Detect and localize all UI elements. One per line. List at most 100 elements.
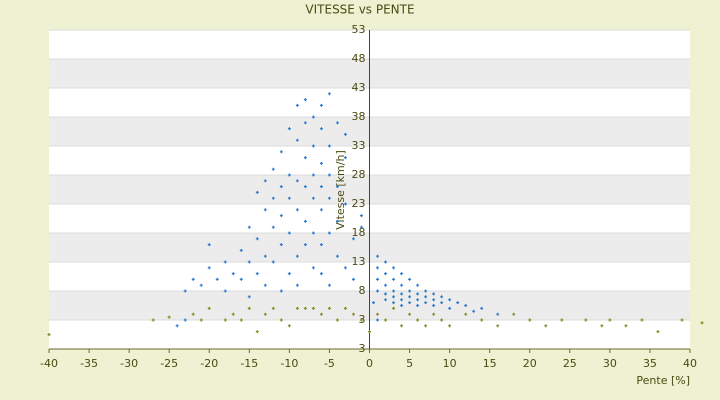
data-point [255, 272, 259, 276]
data-point [372, 301, 376, 305]
data-point [480, 318, 484, 322]
data-point [384, 283, 388, 287]
data-point [319, 312, 323, 316]
chart-title: VITESSE vs PENTE [305, 3, 414, 17]
data-point [279, 318, 283, 322]
data-point [287, 173, 291, 177]
data-point [376, 254, 380, 258]
data-point [327, 196, 331, 200]
data-point [416, 318, 420, 322]
data-point [359, 225, 363, 229]
data-point [207, 243, 211, 247]
data-point [183, 289, 187, 293]
data-point [167, 315, 171, 319]
data-point [255, 237, 259, 241]
x-tick-label: 35 [643, 357, 657, 370]
data-point [335, 219, 339, 223]
data-point [400, 298, 404, 302]
data-point [303, 156, 307, 160]
data-point [480, 306, 484, 310]
data-point [279, 185, 283, 189]
y-tick-label: 23 [352, 197, 366, 210]
data-point [303, 306, 307, 310]
data-point [271, 167, 275, 171]
y-tick-label: 28 [352, 168, 366, 181]
data-point [191, 312, 195, 316]
data-point [279, 150, 283, 154]
x-tick-label: -5 [324, 357, 335, 370]
data-point [311, 196, 315, 200]
data-point [512, 312, 516, 316]
x-tick-label: 40 [683, 357, 697, 370]
data-point [319, 243, 323, 247]
data-point [424, 324, 428, 328]
data-point [400, 272, 404, 276]
data-point [295, 179, 299, 183]
data-point [327, 231, 331, 235]
data-point [47, 333, 51, 336]
data-point [376, 266, 380, 270]
data-point [343, 132, 347, 136]
data-point [608, 318, 612, 322]
data-point [311, 266, 315, 270]
data-point [416, 283, 420, 287]
data-point [440, 301, 444, 305]
data-point [424, 289, 428, 293]
data-point [319, 161, 323, 165]
data-point [327, 306, 331, 310]
data-point [640, 318, 644, 322]
data-point [368, 330, 371, 334]
data-point [279, 289, 283, 293]
x-tick-label: 0 [366, 357, 373, 370]
data-point [528, 318, 532, 322]
data-point [319, 127, 323, 131]
y-tick-label: 48 [352, 52, 366, 65]
data-point [600, 324, 604, 328]
data-point [335, 121, 339, 125]
data-point [544, 324, 548, 328]
data-point [319, 103, 323, 107]
x-tick-label: -10 [280, 357, 298, 370]
y-tick-label: 33 [352, 139, 366, 152]
data-point [408, 295, 412, 299]
data-point [311, 231, 315, 235]
x-tick-label: -20 [200, 357, 218, 370]
x-tick-label: 25 [563, 357, 577, 370]
data-point [440, 295, 444, 299]
data-point [223, 318, 227, 322]
data-point [231, 312, 235, 316]
data-point [175, 324, 179, 328]
data-point [151, 318, 155, 322]
data-point [295, 208, 299, 212]
y-tick-label: 18 [352, 226, 366, 239]
x-tick-label: -30 [120, 357, 138, 370]
data-point [247, 306, 251, 310]
y-tick-label: 8 [359, 284, 366, 297]
data-point [295, 306, 299, 310]
data-point [255, 190, 259, 194]
data-point [199, 318, 203, 322]
data-point [319, 185, 323, 189]
data-point [319, 208, 323, 212]
data-point [319, 272, 323, 276]
data-point [408, 301, 412, 305]
x-tick-label: -15 [240, 357, 258, 370]
data-point [231, 272, 235, 276]
data-point [376, 277, 380, 281]
data-point [223, 289, 227, 293]
data-point [392, 277, 396, 281]
data-point [303, 185, 307, 189]
data-point [279, 243, 283, 247]
data-point [311, 144, 315, 148]
data-point [400, 304, 404, 307]
data-point [392, 289, 396, 293]
data-point [287, 324, 291, 328]
data-point [432, 304, 436, 307]
data-point [464, 304, 468, 307]
x-tick-label: -35 [80, 357, 98, 370]
data-point [303, 98, 307, 102]
data-point [624, 324, 628, 328]
data-point [263, 179, 267, 183]
data-point [400, 324, 404, 328]
data-point [311, 115, 315, 119]
